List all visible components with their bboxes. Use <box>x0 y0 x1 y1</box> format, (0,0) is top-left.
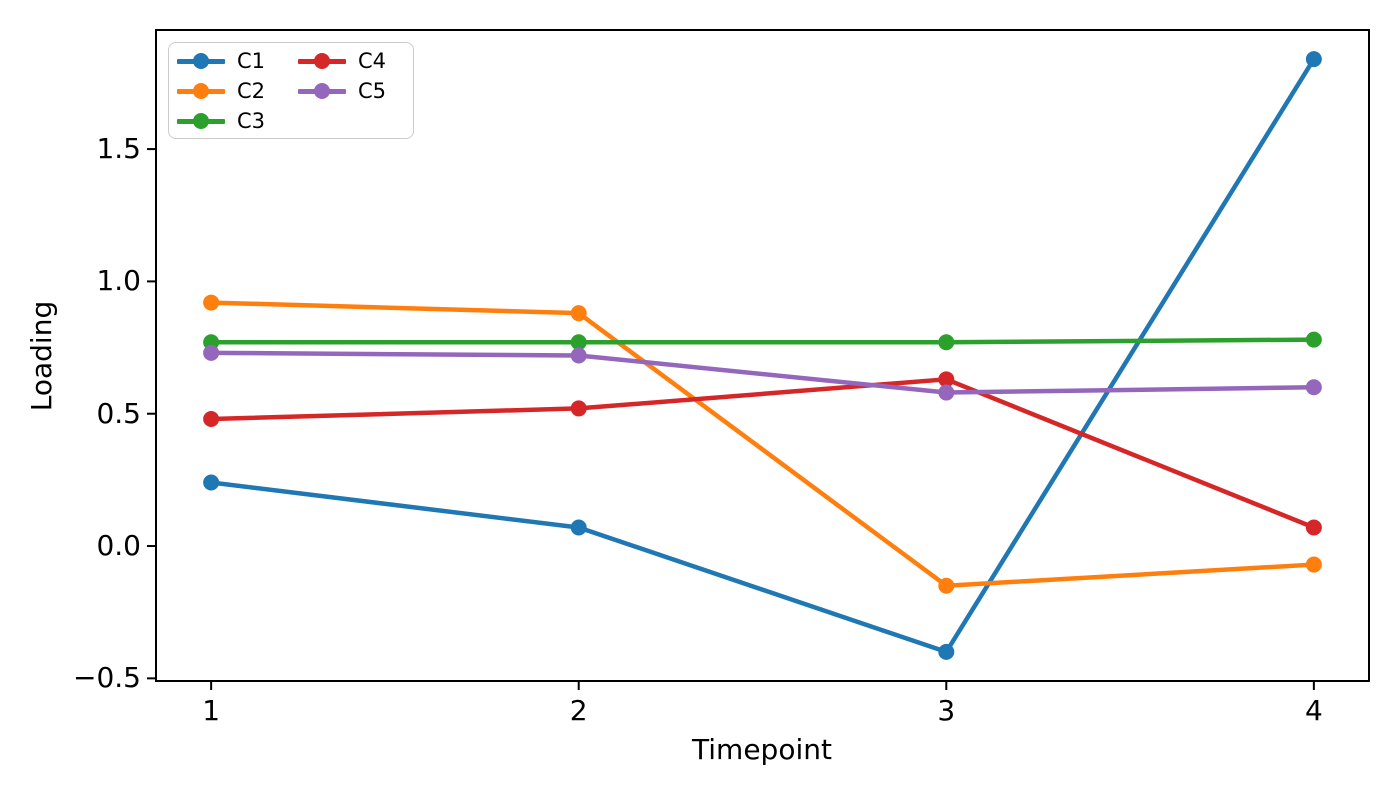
y-tick-label: 0.0 <box>96 529 141 563</box>
legend-item-c3: C3 <box>177 108 284 133</box>
series-line-c5 <box>211 350 1314 395</box>
legend-item-c2: C2 <box>177 78 284 103</box>
data-point-c2-t4 <box>1305 556 1322 573</box>
y-tick-label: −0.5 <box>73 661 141 695</box>
data-point-c3-t2 <box>570 334 587 351</box>
data-point-c4-t3 <box>938 371 955 388</box>
data-point-c3-t3 <box>938 334 955 351</box>
legend-label: C5 <box>358 78 387 103</box>
legend-line-marker-icon <box>298 82 346 100</box>
data-point-c5-t1 <box>203 344 220 361</box>
series-line-c3 <box>211 337 1314 345</box>
x-tick-label: 1 <box>202 694 221 727</box>
legend-line-marker-icon <box>177 112 225 130</box>
legend: C1 C2 C3 C4 C5 <box>168 42 414 139</box>
data-point-c1-t1 <box>203 474 220 491</box>
x-tick-label: 4 <box>1304 694 1323 727</box>
legend-label: C4 <box>358 48 387 73</box>
data-point-c2-t1 <box>203 294 220 311</box>
legend-line-marker-icon <box>298 52 346 70</box>
data-point-c3-t4 <box>1305 331 1322 348</box>
legend-item-c1: C1 <box>177 48 284 73</box>
series-line-c1 <box>210 57 1316 655</box>
legend-label: C1 <box>237 48 266 73</box>
data-point-c5-t2 <box>570 347 587 364</box>
legend-item-c4: C4 <box>298 48 405 73</box>
axes-spines <box>155 29 1370 682</box>
x-axis-label: Timepoint <box>692 733 832 766</box>
data-point-c2-t3 <box>938 577 955 594</box>
x-tick-label: 3 <box>937 694 956 727</box>
legend-line-marker-icon <box>177 52 225 70</box>
data-point-c2-t2 <box>570 305 587 322</box>
series-line-c2 <box>211 300 1314 588</box>
y-axis-label: Loading <box>25 300 58 412</box>
data-point-c1-t2 <box>570 519 587 536</box>
x-tick-label: 2 <box>569 694 588 727</box>
y-tick-label: 1.5 <box>96 132 141 166</box>
legend-item-c5: C5 <box>298 78 405 103</box>
data-point-c5-t4 <box>1305 379 1322 396</box>
data-point-c4-t4 <box>1305 519 1322 536</box>
y-tick-label: 1.0 <box>96 264 141 298</box>
data-point-c5-t3 <box>938 384 955 401</box>
series-line-c4 <box>211 377 1315 530</box>
legend-label: C3 <box>237 108 266 133</box>
data-point-c4-t1 <box>203 411 220 428</box>
data-point-c1-t4 <box>1305 51 1322 68</box>
y-tick-label: 0.5 <box>96 396 141 430</box>
legend-label: C2 <box>237 78 266 103</box>
data-point-c4-t2 <box>570 400 587 417</box>
legend-line-marker-icon <box>177 82 225 100</box>
data-point-c1-t3 <box>938 643 955 660</box>
